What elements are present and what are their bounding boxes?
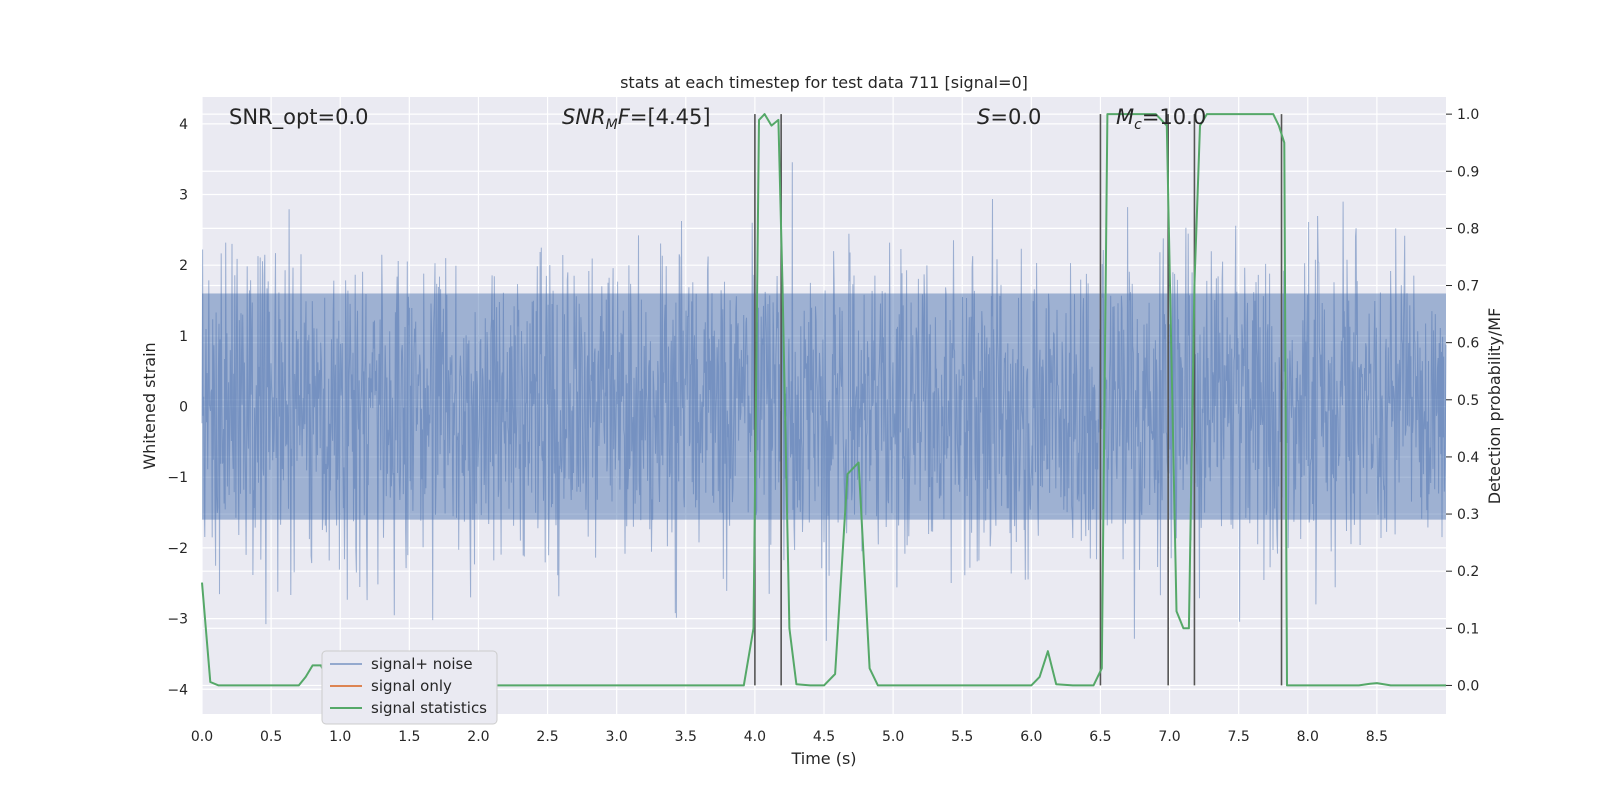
right-y-tick-label: 0.0	[1457, 678, 1479, 694]
left-y-tick-labels: 4 3 2 1 0 −1 −2 −3 −4	[167, 117, 188, 698]
legend-label-signal-only: signal only	[371, 677, 452, 695]
x-tick-label: 3.5	[675, 729, 697, 745]
left-y-tick-label: −2	[167, 541, 188, 557]
left-y-tick-label: −3	[167, 612, 188, 628]
right-y-tick-label: 0.5	[1457, 393, 1479, 409]
right-y-tick-label: 0.3	[1457, 507, 1479, 523]
x-tick-label: 0.0	[191, 729, 213, 745]
right-y-axis-label: Detection probability/MF	[1485, 308, 1504, 505]
x-tick-label: 2.0	[467, 729, 489, 745]
right-y-tick-label: 0.1	[1457, 621, 1479, 637]
right-y-tick-label: 0.4	[1457, 450, 1479, 466]
x-tick-label: 7.0	[1158, 729, 1180, 745]
annotation-snr-opt: SNR_opt=0.0	[229, 105, 369, 130]
legend: signal+ noise signal only signal statist…	[321, 650, 498, 725]
right-y-tick-label: 0.2	[1457, 564, 1479, 580]
annotation-mc: Mc=10.0	[1116, 105, 1206, 133]
x-tick-label: 5.0	[882, 729, 904, 745]
annotation-s: S=0.0	[977, 105, 1041, 129]
x-tick-label: 5.5	[951, 729, 973, 745]
x-tick-labels: 0.0 0.5 1.0 1.5 2.0 2.5 3.0 3.5 4.0 4.5 5.0 5.5 6.0 6…	[191, 729, 1388, 745]
annotation-snr-mf: SNRMF=[4.45]	[562, 105, 711, 133]
left-y-tick-label: 3	[179, 188, 188, 204]
left-y-tick-label: −1	[167, 470, 188, 486]
x-tick-label: 2.5	[536, 729, 558, 745]
left-y-tick-label: 1	[179, 329, 188, 345]
x-tick-label: 7.5	[1228, 729, 1250, 745]
right-y-tick-label: 0.8	[1457, 221, 1479, 237]
legend-label-signal-statistics: signal statistics	[371, 699, 487, 717]
right-y-tick-label: 0.9	[1457, 164, 1479, 180]
left-y-tick-label: 4	[179, 117, 188, 133]
x-tick-label: 6.0	[1020, 729, 1042, 745]
right-y-tick-label: 1.0	[1457, 107, 1479, 123]
x-tick-label: 1.0	[329, 729, 351, 745]
x-axis-label: Time (s)	[790, 749, 856, 768]
x-tick-label: 8.5	[1366, 729, 1388, 745]
legend-box	[321, 650, 498, 725]
signal-noise-series	[201, 162, 1447, 641]
left-y-tick-label: 2	[179, 258, 188, 274]
x-tick-label: 1.5	[398, 729, 420, 745]
x-tick-label: 6.5	[1089, 729, 1111, 745]
x-tick-label: 8.0	[1297, 729, 1319, 745]
legend-label-signal-noise: signal+ noise	[371, 655, 473, 673]
chart-title: stats at each timestep for test data 711…	[620, 73, 1028, 92]
x-tick-label: 0.5	[260, 729, 282, 745]
left-y-tick-label: −4	[167, 682, 188, 698]
x-tick-label: 3.0	[606, 729, 628, 745]
right-y-tick-labels: 1.0 0.9 0.8 0.7 0.6 0.5 0.4 0.3 0.2 0.1 0.0	[1446, 107, 1479, 694]
x-tick-label: 4.0	[744, 729, 766, 745]
x-tick-label: 4.5	[813, 729, 835, 745]
left-y-axis-label: Whitened strain	[140, 342, 159, 469]
signal-noise-line	[201, 162, 1447, 641]
right-y-tick-label: 0.6	[1457, 336, 1479, 352]
right-y-tick-label: 0.7	[1457, 279, 1479, 295]
left-y-tick-label: 0	[179, 400, 188, 416]
